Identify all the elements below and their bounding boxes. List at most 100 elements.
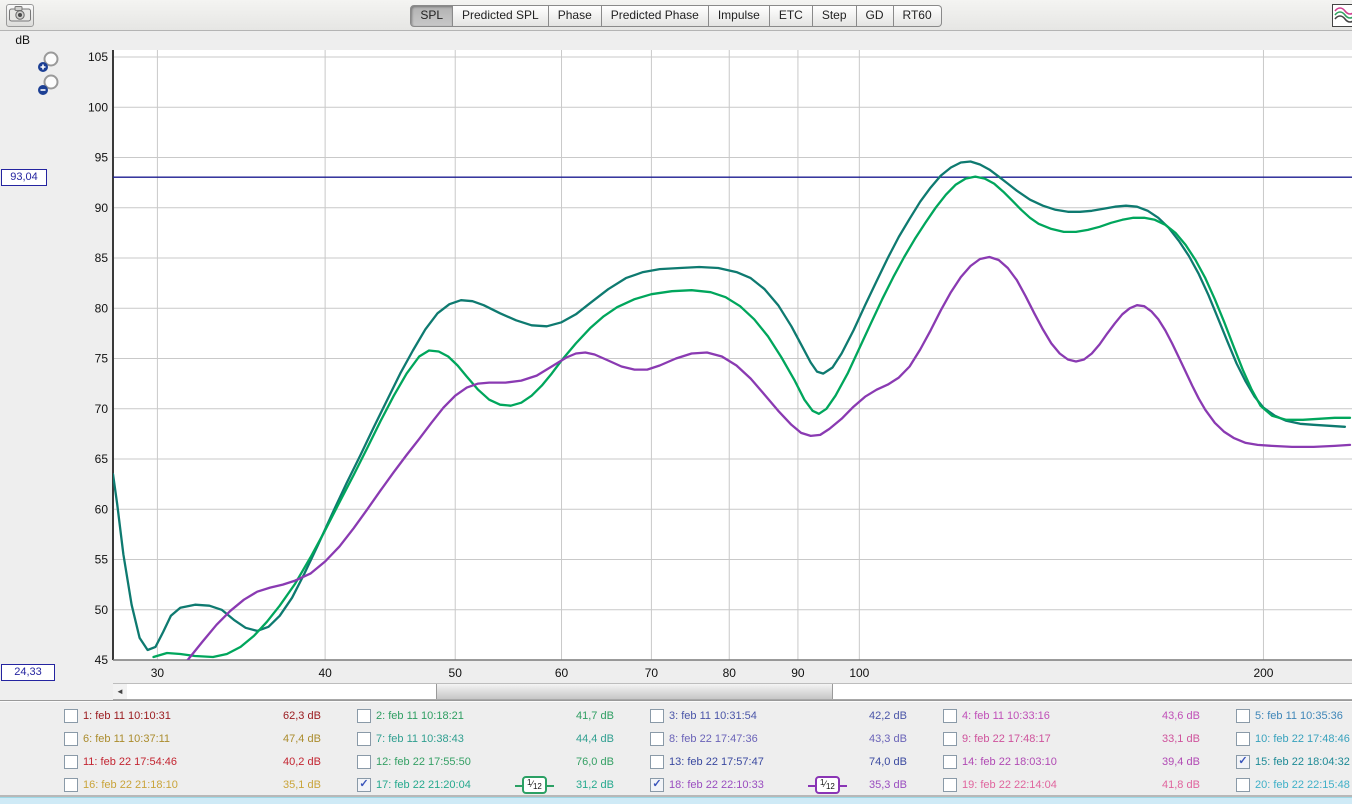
measurement-level-value: 44,4 dB — [576, 732, 614, 745]
spl-chart[interactable]: 105 100 95 90 85 80 75 70 65 60 55 50 45 30 40 50 60 70 80… — [0, 0, 1352, 683]
zoom-in-icon — [38, 51, 59, 72]
measurement-row-1[interactable]: 1: feb 11 10:10:31 62,3 dB — [60, 704, 353, 727]
measurement-checkbox-13[interactable] — [650, 754, 664, 769]
measurement-checkbox-6[interactable] — [64, 731, 78, 746]
measurement-label[interactable]: 13: feb 22 17:57:47 — [669, 755, 764, 768]
scrollbar-left-arrow[interactable]: ◄ — [113, 684, 127, 699]
measurement-label[interactable]: 20: feb 22 22:15:48 — [1255, 778, 1350, 791]
cursor-level-readout: 93,04 — [1, 169, 47, 187]
measurement-row-8[interactable]: 8: feb 22 17:47:36 43,3 dB — [646, 727, 939, 750]
measurement-checkbox-3[interactable] — [650, 708, 664, 723]
spl-curve-3 — [186, 255, 1352, 660]
measurement-row-2[interactable]: 2: feb 11 10:18:21 41,7 dB — [353, 704, 646, 727]
graph-scrollbar[interactable]: ◄ — [113, 683, 1352, 700]
measurement-label[interactable]: 17: feb 22 21:20:04 — [376, 778, 471, 791]
measurement-checkbox-2[interactable] — [357, 708, 371, 723]
measurement-checkbox-19[interactable] — [943, 777, 957, 792]
measurement-label[interactable]: 9: feb 22 17:48:17 — [962, 732, 1051, 745]
measurement-checkbox-7[interactable] — [357, 731, 371, 746]
measurement-checkbox-4[interactable] — [943, 708, 957, 723]
measurement-checkbox-18[interactable]: ✓ — [650, 777, 664, 792]
measurement-label[interactable]: 19: feb 22 22:14:04 — [962, 778, 1057, 791]
measurement-row-14[interactable]: 14: feb 22 18:03:10 39,4 dB — [939, 750, 1232, 773]
measurement-row-19[interactable]: 19: feb 22 22:14:04 41,8 dB — [939, 773, 1232, 796]
svg-text:50: 50 — [449, 666, 463, 680]
cursor-frequency-readout: 24,33 — [1, 664, 55, 681]
svg-text:90: 90 — [791, 666, 805, 680]
tab-predicted-phase[interactable]: Predicted Phase — [601, 5, 709, 27]
measurement-row-5[interactable]: 5: feb 11 10:35:36 — [1232, 704, 1352, 727]
measurement-row-9[interactable]: 9: feb 22 17:48:17 33,1 dB — [939, 727, 1232, 750]
tab-step[interactable]: Step — [812, 5, 857, 27]
measurement-checkbox-11[interactable] — [64, 754, 78, 769]
zoom-in-button[interactable] — [36, 50, 62, 73]
svg-text:70: 70 — [95, 402, 109, 416]
measurement-row-10[interactable]: 10: feb 22 17:48:46 — [1232, 727, 1352, 750]
measurement-checkbox-5[interactable] — [1236, 708, 1250, 723]
measurement-label[interactable]: 10: feb 22 17:48:46 — [1255, 732, 1350, 745]
svg-text:85: 85 — [95, 251, 109, 265]
measurement-label[interactable]: 2: feb 11 10:18:21 — [376, 709, 464, 722]
graph-tabs: SPL Predicted SPL Phase Predicted Phase Impu… — [0, 5, 1352, 27]
measurement-label[interactable]: 4: feb 11 10:33:16 — [962, 709, 1050, 722]
measurement-row-20[interactable]: 20: feb 22 22:15:48 — [1232, 773, 1352, 796]
measurement-checkbox-1[interactable] — [64, 708, 78, 723]
measurement-label[interactable]: 12: feb 22 17:55:50 — [376, 755, 471, 768]
capture-graph-button[interactable] — [6, 4, 34, 27]
measurement-row-7[interactable]: 7: feb 11 10:38:43 44,4 dB — [353, 727, 646, 750]
measurement-checkbox-9[interactable] — [943, 731, 957, 746]
measurement-label[interactable]: 7: feb 11 10:38:43 — [376, 732, 464, 745]
measurement-legend: 1: feb 11 10:10:31 62,3 dB 2: feb 11 10:18… — [0, 700, 1352, 796]
spl-graph-panel[interactable]: 105 100 95 90 85 80 75 70 65 60 55 50 45 30 40 50 60 70 80… — [0, 0, 1352, 683]
measurement-row-15[interactable]: ✓ 15: feb 22 18:04:32 — [1232, 750, 1352, 773]
tab-phase[interactable]: Phase — [548, 5, 602, 27]
measurement-row-4[interactable]: 4: feb 11 10:33:16 43,6 dB — [939, 704, 1232, 727]
tab-spl[interactable]: SPL — [410, 5, 453, 27]
measurement-label[interactable]: 6: feb 11 10:37:11 — [83, 732, 171, 745]
svg-text:100: 100 — [88, 100, 108, 114]
measurement-checkbox-10[interactable] — [1236, 731, 1250, 746]
measurement-label[interactable]: 5: feb 11 10:35:36 — [1255, 709, 1343, 722]
measurement-checkbox-17[interactable]: ✓ — [357, 777, 371, 792]
measurement-label[interactable]: 18: feb 22 22:10:33 — [669, 778, 764, 791]
measurement-label[interactable]: 11: feb 22 17:54:46 — [83, 755, 177, 768]
measurement-level-value: 35,1 dB — [283, 778, 321, 791]
measurement-checkbox-15[interactable]: ✓ — [1236, 754, 1250, 769]
svg-text:100: 100 — [849, 666, 869, 680]
plot-background[interactable] — [113, 50, 1352, 660]
svg-text:95: 95 — [95, 151, 109, 165]
tab-etc[interactable]: ETC — [769, 5, 813, 27]
measurement-label[interactable]: 16: feb 22 21:18:10 — [83, 778, 178, 791]
measurement-row-12[interactable]: 12: feb 22 17:55:50 76,0 dB — [353, 750, 646, 773]
tab-rt60[interactable]: RT60 — [893, 5, 942, 27]
svg-text:55: 55 — [95, 553, 109, 567]
scrollbar-thumb[interactable] — [436, 684, 833, 699]
measurement-checkbox-12[interactable] — [357, 754, 371, 769]
measurement-checkbox-16[interactable] — [64, 777, 78, 792]
measurement-label[interactable]: 1: feb 11 10:10:31 — [83, 709, 171, 722]
y-tick-labels: 105 100 95 90 85 80 75 70 65 60 55 50 45 — [88, 50, 108, 667]
measurement-row-17[interactable]: ✓ 17: feb 22 21:20:04 1⁄12 31,2 dB — [353, 773, 646, 796]
left-arrow-icon: ◄ — [116, 686, 124, 696]
measurement-checkbox-20[interactable] — [1236, 777, 1250, 792]
zoom-out-button[interactable] — [36, 73, 62, 96]
svg-text:40: 40 — [318, 666, 332, 680]
measurement-row-16[interactable]: 16: feb 22 21:18:10 35,1 dB — [60, 773, 353, 796]
measurement-label[interactable]: 8: feb 22 17:47:36 — [669, 732, 758, 745]
y-axis-title: dB — [15, 33, 30, 47]
curves-palette-button[interactable] — [1332, 4, 1352, 27]
tab-gd[interactable]: GD — [856, 5, 894, 27]
tab-impulse[interactable]: Impulse — [708, 5, 770, 27]
measurement-row-6[interactable]: 6: feb 11 10:37:11 47,4 dB — [60, 727, 353, 750]
svg-text:70: 70 — [645, 666, 659, 680]
measurement-row-13[interactable]: 13: feb 22 17:57:47 74,0 dB — [646, 750, 939, 773]
measurement-label[interactable]: 3: feb 11 10:31:54 — [669, 709, 757, 722]
tab-predicted-spl[interactable]: Predicted SPL — [453, 5, 549, 27]
measurement-label[interactable]: 14: feb 22 18:03:10 — [962, 755, 1057, 768]
measurement-row-3[interactable]: 3: feb 11 10:31:54 42,2 dB — [646, 704, 939, 727]
measurement-label[interactable]: 15: feb 22 18:04:32 — [1255, 755, 1350, 768]
measurement-checkbox-8[interactable] — [650, 731, 664, 746]
measurement-row-18[interactable]: ✓ 18: feb 22 22:10:33 1⁄12 35,3 dB — [646, 773, 939, 796]
measurement-row-11[interactable]: 11: feb 22 17:54:46 40,2 dB — [60, 750, 353, 773]
measurement-checkbox-14[interactable] — [943, 754, 957, 769]
